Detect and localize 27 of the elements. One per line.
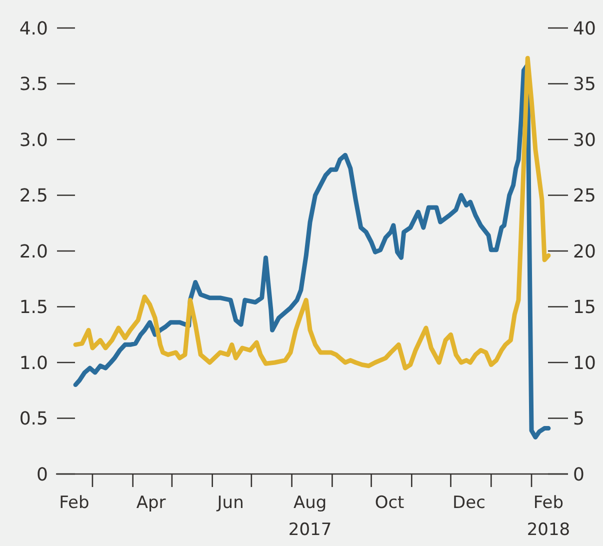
y-tick-label: 2.5 [19,186,48,207]
line-series [73,62,551,440]
y2-tick-label: 0 [573,464,584,486]
y-tick-label: 2.0 [19,241,48,262]
y-tick-label: 0 [36,464,48,486]
x-tick-label: Feb 2018 [526,493,570,540]
y-tick-label: 0.5 [19,408,48,430]
y2-tick-label: 5 [573,408,584,430]
x-tick-label: Oct [374,493,405,513]
x-tick-label: Aug 2017 [288,493,332,540]
x-tick-label: Jun [216,493,244,513]
y2-tick-label: 30 [573,130,596,151]
y-tick-label: 3.5 [19,74,48,96]
x-tick-label: Dec [452,493,486,513]
y2-tick-label: 10 [573,352,596,374]
y-tick-label: 4.0 [19,18,48,40]
x-tick-label: Apr [136,493,166,513]
y-tick-label: 1.0 [19,352,48,374]
y2-tick-label: 40 [573,18,596,40]
y-tick-label: 1.5 [19,297,48,318]
line-series [73,56,551,370]
y2-tick-label: 15 [573,297,596,318]
y2-tick-label: 35 [573,74,596,96]
y-tick-label: 3.0 [19,130,48,151]
y2-tick-label: 20 [573,241,596,262]
y2-tick-label: 25 [573,186,596,207]
x-tick-label: Feb [59,493,90,513]
